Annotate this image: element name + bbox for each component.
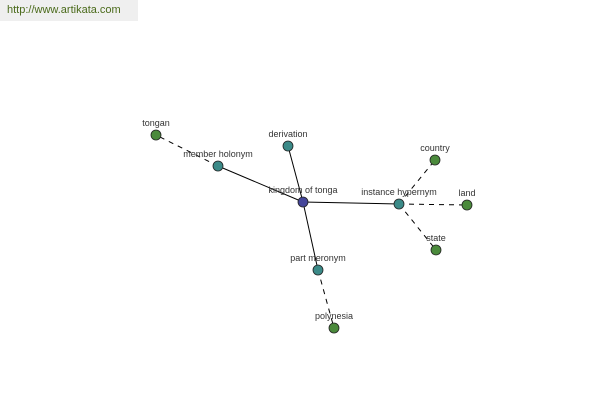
edge-part_meronym-polynesia (317, 269, 335, 329)
node-label-state: state (426, 233, 446, 243)
node-tongan[interactable] (150, 129, 162, 141)
edge-center-derivation (287, 145, 304, 203)
node-label-center: kingdom of tonga (268, 185, 337, 195)
node-label-instance_hypernym: instance hypernym (361, 187, 437, 197)
node-label-polynesia: polynesia (315, 311, 353, 321)
node-label-derivation: derivation (268, 129, 307, 139)
node-land[interactable] (461, 199, 473, 211)
node-label-country: country (420, 143, 450, 153)
node-instance_hypernym[interactable] (393, 198, 405, 210)
node-center[interactable] (297, 196, 309, 208)
node-derivation[interactable] (282, 140, 294, 152)
node-state[interactable] (430, 244, 442, 256)
edge-instance_hypernym-state (398, 203, 437, 251)
edge-center-part_meronym (302, 201, 319, 271)
site-url-link[interactable]: http://www.artikata.com (0, 0, 138, 21)
edge-instance_hypernym-country (398, 159, 436, 205)
edge-instance_hypernym-land (398, 203, 468, 206)
node-country[interactable] (429, 154, 441, 166)
node-label-part_meronym: part meronym (290, 253, 346, 263)
node-member_holonym[interactable] (212, 160, 224, 172)
node-polynesia[interactable] (328, 322, 340, 334)
node-label-land: land (458, 188, 475, 198)
edge-center-member_holonym (217, 165, 304, 203)
edge-center-instance_hypernym (302, 201, 400, 205)
node-part_meronym[interactable] (312, 264, 324, 276)
edge-member_holonym-tongan (155, 134, 219, 167)
node-label-member_holonym: member holonym (183, 149, 253, 159)
node-label-tongan: tongan (142, 118, 170, 128)
